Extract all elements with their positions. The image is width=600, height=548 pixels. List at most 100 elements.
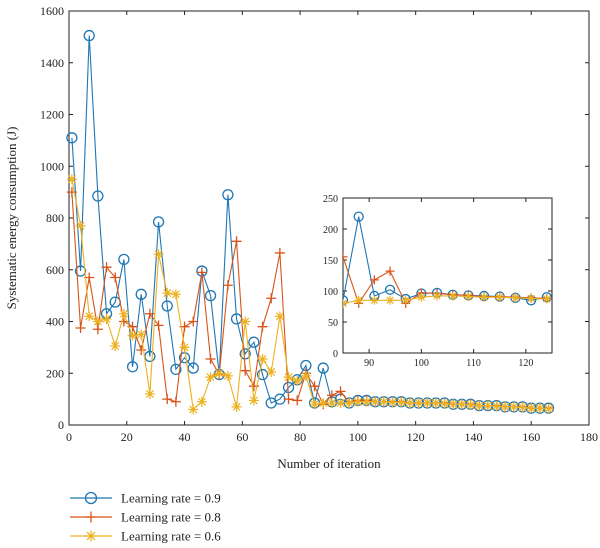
main-data-point <box>231 236 242 247</box>
inset-data-point <box>463 292 473 302</box>
main-data-point <box>318 398 329 409</box>
inset-data-point <box>385 295 395 305</box>
main-x-tick-label: 60 <box>236 430 248 444</box>
inset-data-point <box>369 275 379 285</box>
main-y-tick-label: 800 <box>46 211 64 225</box>
main-data-point <box>178 352 191 364</box>
main-data-point <box>162 394 173 405</box>
inset-y-tick-label: 250 <box>323 194 338 205</box>
main-x-tick-label: 160 <box>522 430 540 444</box>
inset-y-tick-label: 150 <box>323 256 338 267</box>
main-data-point <box>84 311 95 322</box>
main-data-point <box>101 313 112 324</box>
main-data-point <box>534 403 545 414</box>
main-data-point <box>222 370 233 381</box>
main-data-point <box>92 190 104 202</box>
main-data-point <box>257 321 268 332</box>
main-data-point <box>274 311 285 322</box>
inset-x-tick-label: 90 <box>364 358 374 369</box>
inset-x-tick-label: 110 <box>466 358 481 369</box>
inset-data-point <box>354 295 364 305</box>
legend: Learning rate = 0.9 Learning rate = 0.8 Le… <box>70 491 221 544</box>
main-data-point <box>517 402 528 413</box>
main-data-point <box>352 396 363 407</box>
main-data-point <box>456 399 467 410</box>
main-y-tick-label: 0 <box>58 418 64 432</box>
main-data-point <box>274 247 285 258</box>
legend-marker <box>84 491 98 505</box>
main-data-point <box>257 354 268 365</box>
main-data-point <box>66 132 78 144</box>
main-data-point <box>188 404 199 415</box>
main-data-point <box>214 368 225 379</box>
main-data-point <box>335 398 346 409</box>
y-axis-label: Systematic energy consumption (J) <box>4 127 19 310</box>
main-data-point <box>66 187 77 198</box>
main-data-point <box>204 289 217 302</box>
main-data-point <box>196 267 207 278</box>
inset-x-tick-label: 120 <box>518 358 533 369</box>
main-data-point <box>74 265 87 277</box>
main-data-point <box>248 336 260 348</box>
main-data-point <box>170 289 181 300</box>
inset-data-point <box>479 292 489 302</box>
main-series-3 <box>66 174 554 415</box>
legend-marker <box>85 530 97 542</box>
inset-series-3 <box>343 291 552 308</box>
main-data-point <box>422 398 433 409</box>
legend-label: Learning rate = 0.6 <box>121 529 221 544</box>
main-data-point <box>335 386 346 397</box>
main-data-point <box>101 262 112 273</box>
legend-marker <box>85 511 97 523</box>
inset-data-point <box>495 292 505 302</box>
main-data-point <box>448 399 459 410</box>
main-data-point <box>240 365 251 376</box>
inset-x-tick-label: 100 <box>414 358 429 369</box>
main-data-point <box>413 398 424 409</box>
main-y-tick-label: 400 <box>46 315 64 329</box>
main-data-point <box>300 370 311 381</box>
main-data-point <box>118 253 130 266</box>
main-data-point <box>248 395 259 406</box>
main-data-point <box>370 396 381 407</box>
main-data-point <box>92 316 103 327</box>
main-x-tick-label: 20 <box>121 430 133 444</box>
main-data-point <box>152 216 165 228</box>
main-data-point <box>222 280 233 291</box>
main-x-tick-label: 40 <box>179 430 191 444</box>
inset-data-point <box>432 291 442 301</box>
main-data-point <box>387 397 398 408</box>
main-data-point <box>126 361 139 373</box>
main-data-point <box>266 293 277 304</box>
legend-item: Learning rate = 0.9 <box>70 491 221 506</box>
main-data-point <box>396 397 407 408</box>
inset-series-group <box>343 211 552 308</box>
inset-data-point <box>369 295 379 305</box>
main-data-point <box>256 368 269 381</box>
inset-data-point <box>343 252 348 262</box>
main-x-tick-label: 120 <box>407 430 425 444</box>
main-data-point <box>309 381 320 392</box>
inset-data-point <box>526 293 536 303</box>
main-data-point <box>187 362 199 374</box>
main-data-point <box>75 220 86 231</box>
main-data-point <box>378 396 389 407</box>
main-data-point <box>491 401 502 412</box>
legend-label: Learning rate = 0.9 <box>121 491 221 506</box>
main-data-point <box>482 400 493 411</box>
main-data-point <box>266 366 277 377</box>
main-data-point <box>309 399 320 410</box>
main-data-point <box>118 308 129 319</box>
main-data-point <box>231 401 242 412</box>
main-data-point <box>292 376 303 387</box>
main-data-point <box>474 400 485 411</box>
main-data-point <box>144 388 155 399</box>
main-data-point <box>404 398 415 409</box>
main-data-point <box>170 396 181 407</box>
inset-data-point <box>384 284 396 295</box>
main-data-point <box>317 362 329 374</box>
main-data-point <box>543 403 554 414</box>
main-data-point <box>205 354 216 365</box>
main-data-point <box>170 363 182 376</box>
